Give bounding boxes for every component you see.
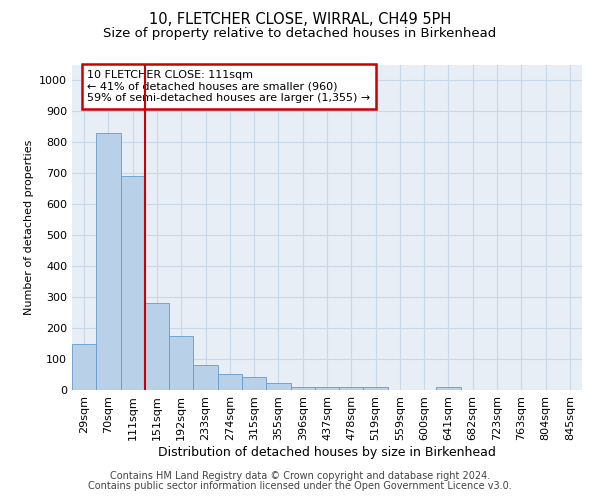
Bar <box>436 387 461 390</box>
Bar <box>218 374 242 390</box>
Bar <box>169 336 193 390</box>
Bar <box>242 376 266 390</box>
X-axis label: Distribution of detached houses by size in Birkenhead: Distribution of detached houses by size … <box>158 446 496 458</box>
Bar <box>96 133 121 390</box>
Y-axis label: Number of detached properties: Number of detached properties <box>23 140 34 315</box>
Text: Contains HM Land Registry data © Crown copyright and database right 2024.: Contains HM Land Registry data © Crown c… <box>110 471 490 481</box>
Bar <box>290 387 315 390</box>
Bar <box>72 344 96 390</box>
Bar <box>121 176 145 390</box>
Text: Size of property relative to detached houses in Birkenhead: Size of property relative to detached ho… <box>103 28 497 40</box>
Text: Contains public sector information licensed under the Open Government Licence v3: Contains public sector information licen… <box>88 481 512 491</box>
Bar <box>364 387 388 390</box>
Bar <box>266 383 290 390</box>
Bar <box>339 387 364 390</box>
Text: 10, FLETCHER CLOSE, WIRRAL, CH49 5PH: 10, FLETCHER CLOSE, WIRRAL, CH49 5PH <box>149 12 451 28</box>
Bar <box>145 304 169 390</box>
Bar <box>315 387 339 390</box>
Bar <box>193 365 218 390</box>
Text: 10 FLETCHER CLOSE: 111sqm
← 41% of detached houses are smaller (960)
59% of semi: 10 FLETCHER CLOSE: 111sqm ← 41% of detac… <box>88 70 371 103</box>
